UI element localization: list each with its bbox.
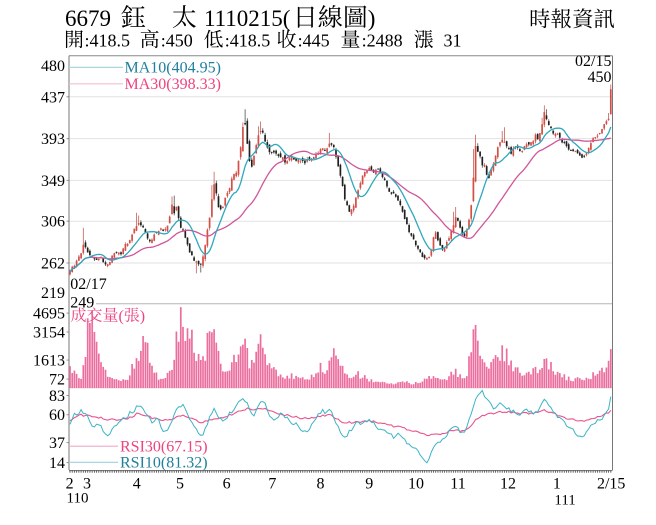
svg-text:RSI30(67.15): RSI30(67.15) bbox=[120, 438, 208, 455]
svg-text:249: 249 bbox=[70, 295, 94, 312]
svg-text:1613: 1613 bbox=[33, 353, 65, 370]
svg-text:6: 6 bbox=[223, 475, 231, 492]
svg-text:2/15: 2/15 bbox=[597, 475, 625, 492]
svg-text::2488: :2488 bbox=[362, 31, 403, 51]
svg-text:9: 9 bbox=[365, 475, 373, 492]
svg-text:111: 111 bbox=[554, 493, 575, 509]
svg-text:72: 72 bbox=[49, 372, 65, 389]
svg-text:MA10(404.95): MA10(404.95) bbox=[125, 60, 221, 77]
svg-text:1: 1 bbox=[553, 475, 561, 492]
svg-text:110: 110 bbox=[67, 491, 89, 507]
svg-text:7: 7 bbox=[268, 475, 276, 492]
svg-text:2: 2 bbox=[66, 475, 74, 492]
svg-text:4: 4 bbox=[133, 475, 141, 492]
svg-text:5: 5 bbox=[176, 475, 184, 492]
svg-text::418.5: :418.5 bbox=[85, 31, 131, 51]
svg-text:437: 437 bbox=[41, 89, 65, 106]
svg-text:11: 11 bbox=[450, 475, 465, 492]
svg-text:3154: 3154 bbox=[33, 325, 65, 342]
svg-text:14: 14 bbox=[49, 455, 65, 472]
svg-text:02/15: 02/15 bbox=[575, 53, 611, 70]
svg-text:6679: 6679 bbox=[65, 6, 111, 31]
svg-text:450: 450 bbox=[588, 69, 612, 86]
svg-text:306: 306 bbox=[41, 214, 65, 231]
svg-text:3: 3 bbox=[83, 475, 91, 492]
svg-text:349: 349 bbox=[41, 173, 65, 190]
svg-text:12: 12 bbox=[500, 475, 516, 492]
svg-text:(: ( bbox=[119, 308, 124, 325]
svg-text:): ) bbox=[140, 308, 145, 325]
svg-text::445: :445 bbox=[298, 31, 330, 51]
svg-text:31: 31 bbox=[444, 31, 462, 51]
svg-text:262: 262 bbox=[41, 255, 65, 272]
svg-text:RSI10(81.32): RSI10(81.32) bbox=[120, 455, 208, 472]
svg-text:219: 219 bbox=[41, 285, 65, 302]
svg-text:02/17: 02/17 bbox=[70, 276, 106, 293]
svg-text:393: 393 bbox=[41, 131, 65, 148]
svg-text:8: 8 bbox=[317, 475, 325, 492]
svg-text:480: 480 bbox=[41, 58, 65, 75]
svg-text::450: :450 bbox=[161, 31, 193, 51]
svg-text:MA30(398.33): MA30(398.33) bbox=[125, 76, 221, 93]
svg-text:60: 60 bbox=[49, 407, 65, 424]
svg-text:10: 10 bbox=[408, 475, 424, 492]
svg-text:83: 83 bbox=[49, 388, 65, 405]
svg-text:4695: 4695 bbox=[33, 306, 65, 323]
svg-text:1110215(: 1110215( bbox=[204, 6, 290, 31]
svg-text:): ) bbox=[368, 6, 376, 31]
svg-text:37: 37 bbox=[49, 435, 65, 452]
svg-text::418.5: :418.5 bbox=[225, 31, 271, 51]
